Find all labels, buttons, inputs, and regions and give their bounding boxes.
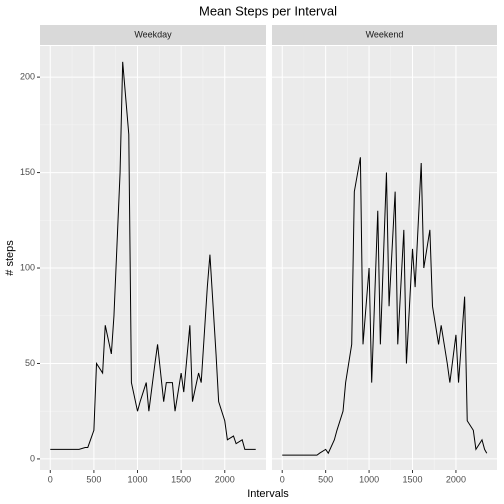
x-tick-label: 2000 [215, 474, 235, 484]
x-tick-label: 500 [86, 474, 101, 484]
x-tick-label: 0 [48, 474, 53, 484]
panel-background [40, 46, 266, 470]
x-tick-label: 1000 [359, 474, 379, 484]
x-tick-label: 1500 [402, 474, 422, 484]
y-tick-label: 0 [30, 453, 35, 463]
x-axis-title: Intervals [247, 488, 289, 500]
data-line [282, 157, 488, 456]
x-tick-label: 1500 [171, 474, 191, 484]
x-tick-label: 1000 [127, 474, 147, 484]
y-tick-label: 200 [20, 71, 35, 81]
y-tick-label: 100 [20, 262, 35, 272]
strip-background [272, 25, 497, 45]
x-tick-label: 0 [280, 474, 285, 484]
chart-title: Mean Steps per Interval [199, 3, 337, 18]
strip-label: Weekend [366, 29, 404, 39]
strip-label: Weekday [134, 29, 172, 39]
y-tick-label: 150 [20, 167, 35, 177]
strip-background [40, 25, 266, 45]
y-tick-label: 50 [25, 358, 35, 368]
x-tick-label: 2000 [446, 474, 466, 484]
x-tick-label: 500 [318, 474, 333, 484]
data-line [50, 61, 256, 450]
panel-background [272, 46, 497, 470]
y-axis-title: # steps [4, 240, 16, 276]
